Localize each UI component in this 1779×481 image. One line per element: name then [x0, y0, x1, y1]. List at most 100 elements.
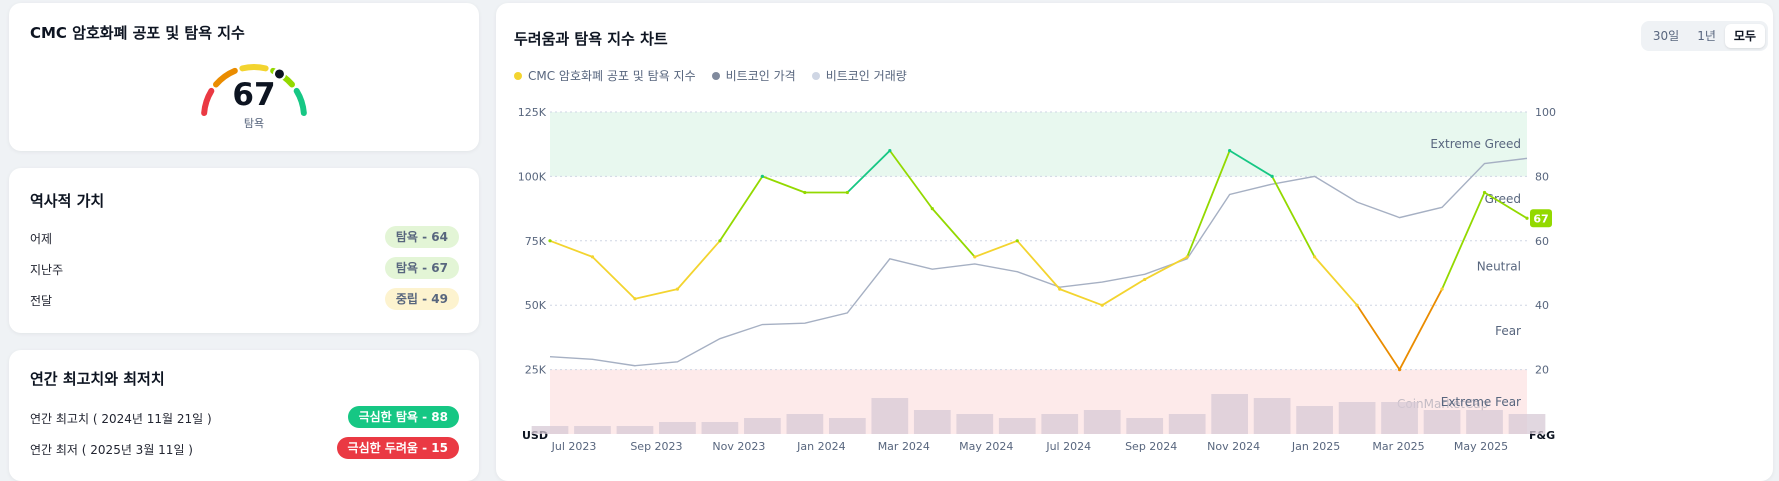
fear-greed-line-segment: [1101, 278, 1146, 307]
gauge-meter: [201, 64, 307, 117]
volume-bar: [1423, 410, 1461, 434]
current-value-label: 67: [1533, 212, 1548, 225]
fear-greed-line-segment: [1441, 191, 1486, 291]
fear-greed-line-segment: [1143, 255, 1189, 281]
volume-bar: [1338, 402, 1376, 434]
fear-greed-line-segment: [1186, 149, 1231, 258]
x-tick-label: Sep 2024: [1125, 440, 1177, 453]
current-value-badge: [1530, 209, 1552, 228]
yearly-high-label: 연간 최고치 ( 2024년 11월 21일 ): [30, 412, 212, 426]
btc-price-line: [549, 157, 1528, 367]
fear-greed-line-segment: [761, 175, 806, 194]
legend-label: 비트코인 거래량: [825, 69, 907, 83]
y-tick-label-left: 50K: [525, 299, 547, 312]
fear-greed-point: [973, 255, 977, 259]
fear-greed-point: [1525, 216, 1529, 220]
volume-bar: [701, 422, 739, 434]
fear-greed-point: [675, 287, 680, 291]
historical-values-card: 역사적 가치 어제 탐욕 - 64 지난주 탐욕 - 67 전달 중립 - 49: [9, 168, 479, 333]
volume-bar: [998, 418, 1036, 434]
volume-bar: [1126, 418, 1164, 434]
fear-greed-point: [1228, 149, 1232, 153]
range-selector: 30일 1년 모두: [1640, 21, 1768, 51]
fear-greed-chart-card: 두려움과 탐욕 지수 차트 30일 1년 모두 CMC 암호화폐 공포 및 탐욕…: [496, 3, 1773, 481]
fear-greed-line-segment: [1483, 191, 1528, 220]
gauge-title: CMC 암호화폐 공포 및 탐욕 지수: [30, 24, 245, 42]
zone-label: Fear: [1495, 324, 1521, 338]
status-badge: 탐욕 - 67: [384, 257, 459, 279]
gauge-value: 67: [232, 77, 276, 113]
fear-greed-point: [1440, 287, 1444, 291]
x-tick-label: Jul 2023: [551, 440, 597, 453]
historical-row-label: 어제: [30, 232, 53, 246]
historical-row-label: 지난주: [30, 263, 64, 277]
gauge-segment: [201, 87, 215, 117]
volume-bar: [1296, 406, 1333, 434]
x-tick-label: Mar 2025: [1372, 440, 1424, 453]
fear-greed-point: [1143, 277, 1147, 282]
legend-dot: [711, 71, 720, 80]
yearly-low-badge: 극심한 두려움 - 15: [336, 437, 459, 459]
x-tick-label: Jan 2025: [1291, 440, 1340, 453]
volume-bar: [616, 426, 654, 434]
historical-title: 역사적 가치: [30, 192, 105, 210]
x-tick-label: Nov 2023: [712, 440, 765, 453]
volume-bar: [574, 426, 611, 434]
yearly-high-badge: 극심한 탐욕 - 88: [347, 406, 459, 428]
legend-label: 비트코인 가격: [725, 69, 796, 83]
volume-bar: [1211, 394, 1249, 434]
volume-bar: [1041, 414, 1079, 434]
yearly-low-label: 연간 최저 ( 2025년 3월 11일 ): [30, 443, 193, 457]
zone-label: Extreme Fear: [1441, 395, 1521, 409]
x-tick-label: Sep 2023: [630, 440, 682, 453]
fear-greed-line-segment: [1228, 149, 1274, 178]
y-tick-label-left: 125K: [518, 106, 547, 119]
fear-greed-point: [1185, 255, 1189, 259]
volume-bar: [659, 422, 696, 434]
fear-greed-point: [1482, 190, 1487, 195]
y-tick-label-right: 100: [1535, 106, 1556, 119]
gauge-indicator: [272, 67, 286, 81]
gauge-segment: [293, 87, 307, 117]
fear-greed-point: [888, 149, 892, 153]
gauge-segment: [239, 64, 269, 72]
fear-greed-point: [1100, 303, 1104, 307]
volume-bar: [1083, 410, 1121, 434]
fear-greed-point: [930, 207, 934, 211]
legend-label: CMC 암호화폐 공포 및 탐욕 지수: [528, 69, 696, 83]
legend-item-fear-greed[interactable]: CMC 암호화폐 공포 및 탐욕 지수: [514, 67, 696, 84]
fear-greed-point: [1313, 255, 1317, 259]
y-tick-label-left: 75K: [525, 235, 547, 248]
fear-greed-line-segment: [1398, 288, 1443, 371]
volume-bar: [913, 410, 951, 434]
x-tick-label: Nov 2024: [1207, 440, 1260, 453]
volume-bar: [1466, 410, 1503, 434]
range-1y-button[interactable]: 1년: [1697, 29, 1716, 43]
historical-row-label: 전달: [30, 294, 53, 308]
fear-greed-line-segment: [549, 239, 594, 258]
fear-greed-line-segment: [719, 175, 764, 242]
range-all-button[interactable]: 모두: [1724, 24, 1765, 48]
volume-bar: [871, 398, 909, 434]
y-tick-label-left: 100K: [518, 170, 547, 183]
fear-greed-point: [1270, 174, 1274, 178]
fear-greed-line-segment: [931, 207, 976, 258]
fear-greed-point: [1015, 239, 1019, 243]
chart-title: 두려움과 탐욕 지수 차트: [514, 30, 668, 48]
range-30d-button[interactable]: 30일: [1652, 29, 1680, 43]
legend-item-btc-price[interactable]: 비트코인 가격: [711, 67, 796, 84]
legend-dot: [514, 71, 522, 80]
legend-item-btc-volume[interactable]: 비트코인 거래량: [811, 67, 907, 84]
fear-greed-line-segment: [1271, 175, 1316, 258]
x-tick-label: May 2024: [959, 440, 1013, 453]
extreme-fear-zone: [550, 369, 1527, 434]
fear-greed-point: [548, 239, 552, 243]
y-tick-label-right: 80: [1535, 170, 1549, 183]
fear-greed-point: [1397, 368, 1402, 372]
yearly-title: 연간 최고치와 최저치: [30, 370, 165, 388]
fear-greed-line-segment: [1058, 288, 1104, 307]
fear-greed-line-segment: [1356, 304, 1401, 371]
fear-greed-line-segment: [676, 239, 721, 291]
y-tick-label-right: 60: [1535, 235, 1549, 248]
x-tick-label: Jan 2024: [796, 440, 845, 453]
